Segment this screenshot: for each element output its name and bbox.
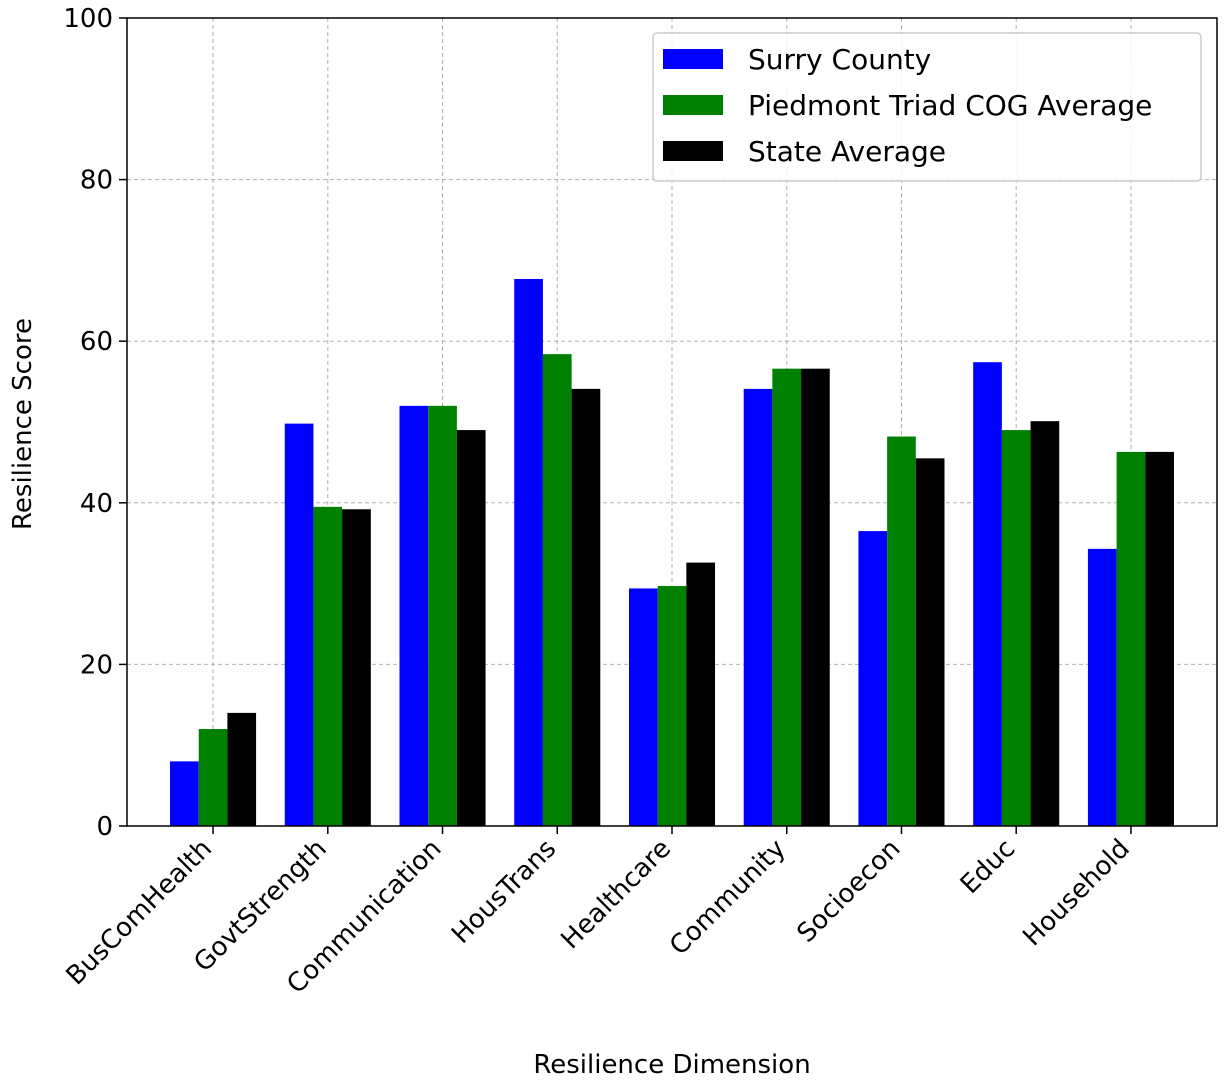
bar [973, 362, 1002, 826]
bar [1087, 548, 1117, 826]
legend-swatch [663, 141, 723, 161]
y-tick-label: 80 [80, 166, 113, 196]
x-axis-ticks: BusComHealthGovtStrengthCommunicationHou… [61, 826, 1136, 1000]
legend-entry: Piedmont Triad COG Average [748, 89, 1152, 122]
x-tick-label: HousTrans [446, 834, 562, 950]
bar [628, 588, 658, 826]
y-tick-label: 0 [96, 812, 113, 842]
x-tick-label: Community [664, 834, 792, 962]
y-tick-label: 40 [80, 489, 113, 519]
bar [170, 761, 199, 826]
x-tick-label: Healthcare [556, 834, 677, 955]
bar [915, 458, 945, 826]
bar [198, 729, 228, 826]
x-tick-label: BusComHealth [61, 834, 218, 991]
x-axis-label: Resilience Dimension [533, 1050, 810, 1080]
bars [170, 278, 1174, 826]
bar [456, 430, 486, 826]
bar [887, 436, 916, 826]
bar [772, 368, 802, 826]
bar [1030, 421, 1060, 826]
bar [399, 405, 429, 826]
bar [428, 405, 457, 826]
legend-entry: State Average [748, 135, 946, 168]
y-axis-label: Resilience Score [8, 318, 38, 530]
legend-swatch [663, 49, 723, 69]
y-tick-label: 60 [80, 327, 113, 357]
bar [1001, 430, 1031, 826]
x-tick-label: Educ [955, 834, 1021, 900]
bar [743, 388, 773, 826]
bar [342, 509, 371, 826]
legend: Surry County Piedmont Triad COG Average St… [652, 32, 1202, 182]
bar [858, 531, 888, 826]
y-axis-ticks: 0 20 40 60 80 100 [63, 4, 127, 842]
bar [801, 368, 830, 826]
bar [1116, 451, 1146, 826]
x-tick-label: Household [1017, 834, 1136, 953]
bar [227, 712, 257, 826]
bar [657, 586, 687, 826]
legend-swatch [663, 95, 723, 115]
bar [571, 388, 601, 826]
bar [514, 278, 543, 826]
legend-box [652, 32, 1202, 182]
y-tick-label: 100 [63, 4, 113, 34]
bar [1145, 451, 1174, 826]
bar [313, 506, 343, 826]
bar [686, 562, 716, 826]
x-tick-label: Socioecon [792, 834, 907, 949]
bar [542, 354, 572, 826]
bar [284, 423, 314, 826]
y-tick-label: 20 [80, 650, 113, 680]
legend-entry: Surry County [748, 43, 931, 76]
